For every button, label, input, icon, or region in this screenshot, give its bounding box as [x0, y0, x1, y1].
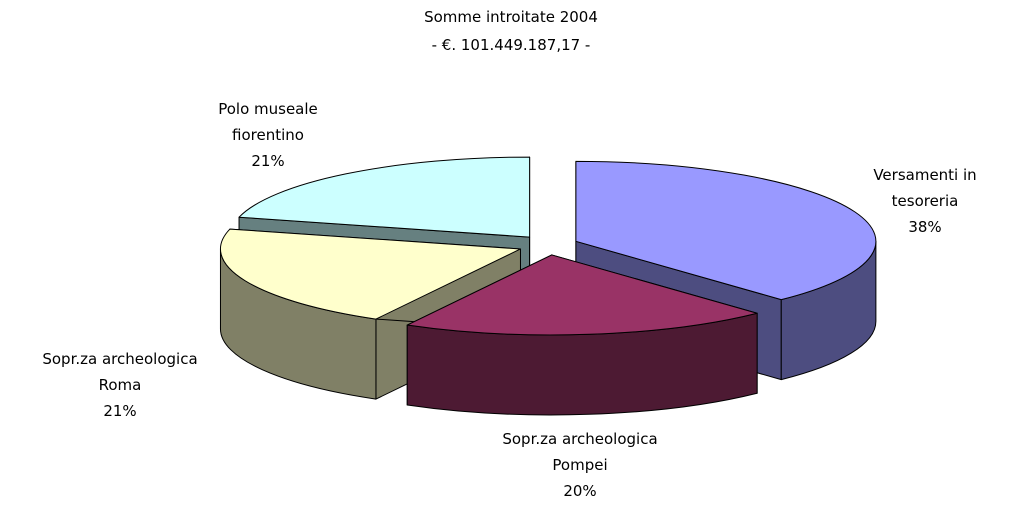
value-label: 38%: [908, 218, 942, 236]
chart-title: Somme introitate 2004: [424, 8, 598, 26]
category-label: Versamenti in tesoreria: [873, 166, 977, 210]
slice-label: Polo museale fiorentino 21%: [198, 96, 338, 174]
category-label: Sopr.za archeologica Pompei: [502, 430, 658, 474]
pie-slice: [575, 160, 877, 301]
category-label: Sopr.za archeologica Roma: [42, 350, 198, 394]
slice-label: Sopr.za archeologica Roma 21%: [20, 346, 220, 424]
value-label: 20%: [563, 482, 597, 500]
slice-label: Versamenti in tesoreria 38%: [845, 162, 1005, 240]
value-label: 21%: [103, 402, 137, 420]
category-label: Polo museale fiorentino: [218, 100, 318, 144]
chart-subtitle: - €. 101.449.187,17 -: [431, 36, 591, 54]
value-label: 21%: [251, 152, 285, 170]
pie-slice: [406, 254, 758, 336]
slice-label: Sopr.za archeologica Pompei 20%: [480, 426, 680, 504]
pie-slice: [238, 156, 531, 238]
pie-slice: [220, 228, 521, 320]
